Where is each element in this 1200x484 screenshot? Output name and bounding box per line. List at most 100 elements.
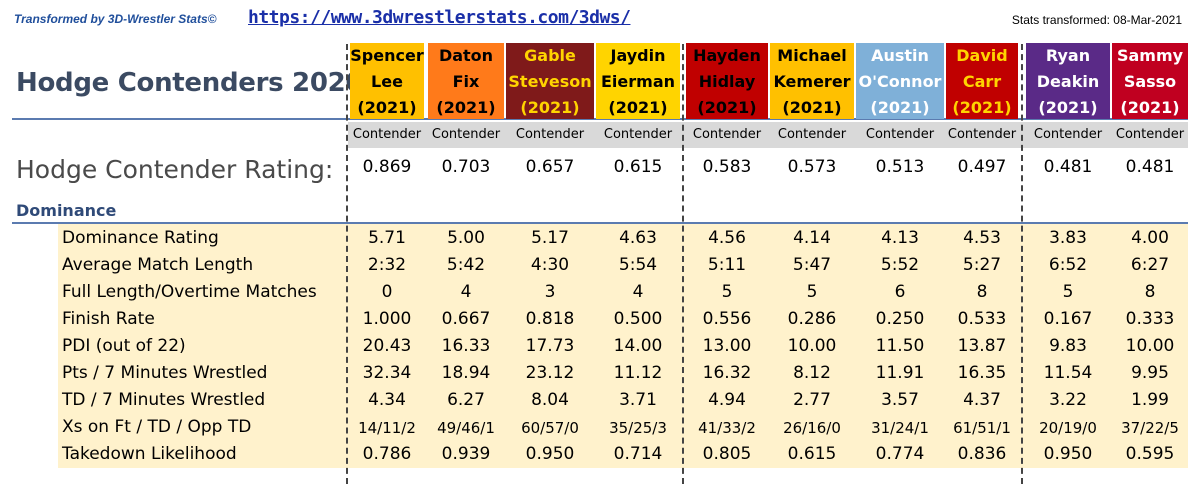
metric-cell: 4.14 [793,228,831,248]
metric-cell: 18.94 [441,363,491,383]
wrestler-header: Gable Steveson (2021) [506,43,594,119]
wrestler-year: (2021) [782,98,842,117]
metric-cell: 13.87 [957,336,1007,356]
wrestler-header: David Carr (2021) [946,43,1018,119]
status-cell: Contender [431,127,501,142]
metric-cell: 6.27 [447,390,485,410]
wrestler-header: Spencer Lee (2021) [350,43,424,119]
metric-label: Dominance Rating [62,228,219,248]
metric-cell: 5:42 [446,255,486,275]
wrestler-last-name: Carr [962,72,1002,91]
wrestler-last-name: Sasso [1123,72,1177,91]
status-cell: Contender [692,127,762,142]
metric-cell: 0.818 [525,309,575,329]
metric-cell: 10.00 [787,336,837,356]
metric-cell: 11.12 [613,363,663,383]
wrestler-header: Sammy Sasso (2021) [1112,43,1188,119]
metric-cell: 23.12 [525,363,575,383]
credit-text: Transformed by 3D-Wrestler Stats© [14,12,217,26]
metric-cell: 5:11 [707,255,747,275]
metric-cell: 0.836 [957,444,1007,464]
wrestler-first-name: Jaydin [610,46,666,65]
rating-cell: 0.657 [525,157,575,177]
metric-cell: 60/57/0 [521,419,579,437]
metric-cell: 49/46/1 [437,419,495,437]
wrestler-last-name: Hidlay [698,72,756,91]
wrestler-first-name: David [956,46,1008,65]
metric-cell: 0.950 [525,444,575,464]
top-bar: Transformed by 3D-Wrestler Stats© https:… [0,0,1200,40]
rating-cell: 0.615 [613,157,663,177]
wrestler-first-name: Hayden [693,46,761,65]
metric-cell: 0.286 [787,309,837,329]
status-cell: Contender [352,127,422,142]
metric-cell: 4 [460,282,472,302]
wrestler-first-name: Michael [777,46,847,65]
wrestler-first-name: Austin [871,46,929,65]
wrestler-year: (2021) [697,98,757,117]
wrestler-year: (2021) [952,98,1012,117]
metric-cell: 6:27 [1130,255,1170,275]
metric-cell: 37/22/5 [1121,419,1179,437]
rating-cell: 0.703 [441,157,491,177]
metric-cell: 2.77 [793,390,831,410]
metric-cell: 5:27 [962,255,1002,275]
metric-cell: 32.34 [362,363,412,383]
metric-cell: 4.94 [708,390,746,410]
wrestler-last-name: Lee [371,72,403,91]
wrestler-first-name: Gable [524,46,576,65]
metric-cell: 0.595 [1125,444,1175,464]
metric-cell: 11.54 [1043,363,1093,383]
metric-cell: 5:54 [618,255,658,275]
wrestler-last-name: Fix [452,72,480,91]
metric-cell: 5 [721,282,733,302]
metric-cell: 5:52 [880,255,920,275]
metric-cell: 4.53 [963,228,1001,248]
metric-cell: 11.91 [875,363,925,383]
wrestler-header: Michael Kemerer (2021) [770,43,854,119]
rating-cell: 0.481 [1043,157,1093,177]
metric-cell: 17.73 [525,336,575,356]
metric-label: Average Match Length [62,255,254,275]
metric-cell: 31/24/1 [871,419,929,437]
status-cell: Contender [865,127,935,142]
wrestler-year: (2021) [520,98,580,117]
wrestler-last-name: Kemerer [773,72,851,91]
metric-cell: 0.533 [957,309,1007,329]
wrestler-first-name: Daton [438,46,494,65]
metric-label: Finish Rate [62,309,155,329]
wrestler-year: (2021) [436,98,496,117]
metric-cell: 2:32 [367,255,407,275]
wrestler-first-name: Sammy [1116,46,1184,65]
metric-cell: 0.167 [1043,309,1093,329]
metric-cell: 0.805 [702,444,752,464]
metric-cell: 4 [632,282,644,302]
metric-cell: 8.04 [531,390,569,410]
site-link[interactable]: https://www.3dwrestlerstats.com/3dws/ [248,7,631,28]
status-cell: Contender [777,127,847,142]
column-divider [682,44,684,484]
metric-cell: 6 [894,282,906,302]
metric-cell: 0.250 [875,309,925,329]
wrestler-header: Austin O'Connor (2021) [856,43,944,119]
metric-cell: 5.71 [368,228,406,248]
wrestler-last-name: O'Connor [858,72,942,91]
metric-cell: 4.13 [881,228,919,248]
page-title: Hodge Contenders 2020-21 [16,68,410,98]
metric-cell: 61/51/1 [953,419,1011,437]
metric-cell: 16.32 [702,363,752,383]
metric-label: PDI (out of 22) [62,336,186,356]
metric-cell: 8 [1144,282,1156,302]
metric-cell: 0.939 [441,444,491,464]
rating-cell: 0.583 [702,157,752,177]
wrestler-first-name: Spencer [350,46,424,65]
metric-cell: 26/16/0 [783,419,841,437]
metric-label: TD / 7 Minutes Wrestled [62,390,266,410]
wrestler-year: (2021) [357,98,417,117]
status-cell: Contender [515,127,585,142]
metric-cell: 1.000 [362,309,412,329]
transform-date: Stats transformed: 08-Mar-2021 [1011,13,1182,27]
metric-cell: 4.37 [963,390,1001,410]
metric-cell: 0.950 [1043,444,1093,464]
metric-cell: 1.99 [1131,390,1169,410]
